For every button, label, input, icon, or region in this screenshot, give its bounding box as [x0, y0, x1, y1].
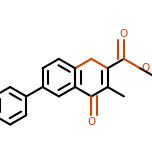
Text: O: O	[142, 63, 150, 73]
Text: O: O	[87, 117, 95, 127]
Text: O: O	[120, 29, 128, 39]
